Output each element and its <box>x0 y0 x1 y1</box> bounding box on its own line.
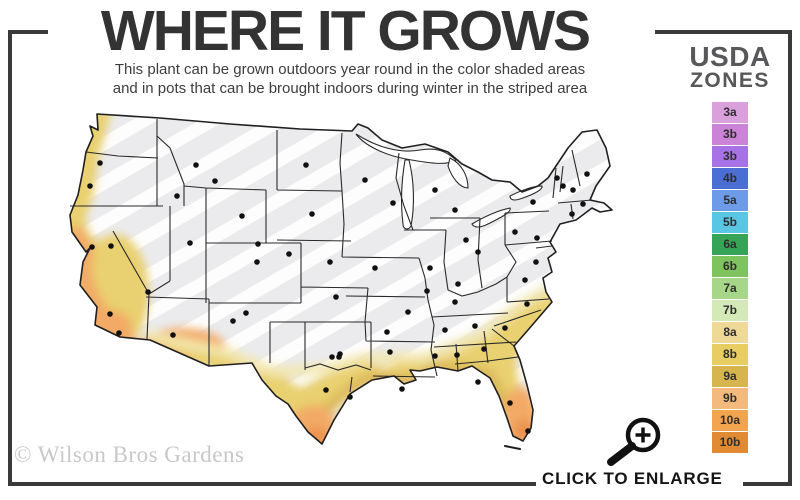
zone-chip-8a: 8a <box>712 322 748 343</box>
zone-chip-list: 3a 3b 3b 4b 5a 5b 6a 6b 7a 7b 8a 8b 9a 9… <box>678 102 782 453</box>
frame-top-left <box>8 30 48 34</box>
city-dots <box>87 160 590 434</box>
click-to-enlarge-label: CLICK TO ENLARGE <box>542 469 723 488</box>
usda-zones-legend: USDA ZONES 3a 3b 3b 4b 5a 5b 6a 6b 7a 7b… <box>678 42 782 454</box>
zone-chip-6a: 6a <box>712 234 748 255</box>
watermark: © Wilson Bros Gardens <box>14 442 245 467</box>
frame-left <box>8 30 12 486</box>
state-borders <box>70 119 593 393</box>
frame-right <box>788 30 792 486</box>
pale-yellow-fringe <box>144 284 554 378</box>
zone-chip-7a: 7a <box>712 278 748 299</box>
zone-chip-7b: 7b <box>712 300 748 321</box>
zone-chip-8b: 8b <box>712 344 748 365</box>
frame-top-right <box>655 30 792 34</box>
click-to-enlarge-button[interactable]: CLICK TO ENLARGE <box>540 410 740 492</box>
southern-yellow-band <box>145 292 560 444</box>
lake-ontario <box>509 185 543 201</box>
lake-michigan <box>400 159 415 230</box>
zone-chip-3b-2: 3b <box>712 146 748 167</box>
great-lakes <box>355 133 543 230</box>
subtitle-line-1: This plant can be grown outdoors year ro… <box>114 61 586 78</box>
frame-bottom-right <box>743 482 792 486</box>
zone-chip-10a: 10a <box>712 410 748 431</box>
zone-chip-5b: 5b <box>712 212 748 233</box>
zone-chip-10b: 10b <box>712 432 748 453</box>
zone-chip-3a: 3a <box>712 102 748 123</box>
zone-chip-9a: 9a <box>712 366 748 387</box>
zone-chip-3b: 3b <box>712 124 748 145</box>
us-outline <box>69 113 613 445</box>
legend-title-usda: USDA <box>689 41 771 72</box>
magnifier-plus-icon <box>607 417 661 466</box>
zone-chip-5a: 5a <box>712 190 748 211</box>
frame-bottom-left <box>8 482 536 486</box>
lake-huron <box>447 157 469 189</box>
color-shaded-zones <box>70 114 560 444</box>
lake-superior <box>355 133 457 164</box>
subtitle-line-2: and in pots that can be brought indoors … <box>112 79 588 97</box>
legend-title-zones: ZONES <box>690 69 770 92</box>
zone-chip-6b: 6b <box>712 256 748 277</box>
zone-chip-4b: 4b <box>712 168 748 189</box>
zone-chip-9b: 9b <box>712 388 748 409</box>
florida-keys <box>504 445 521 450</box>
subtitle: This plant can be grown outdoors year ro… <box>55 61 645 98</box>
page-title: WHERE IT GROWS <box>100 0 591 63</box>
lake-erie <box>471 207 511 228</box>
